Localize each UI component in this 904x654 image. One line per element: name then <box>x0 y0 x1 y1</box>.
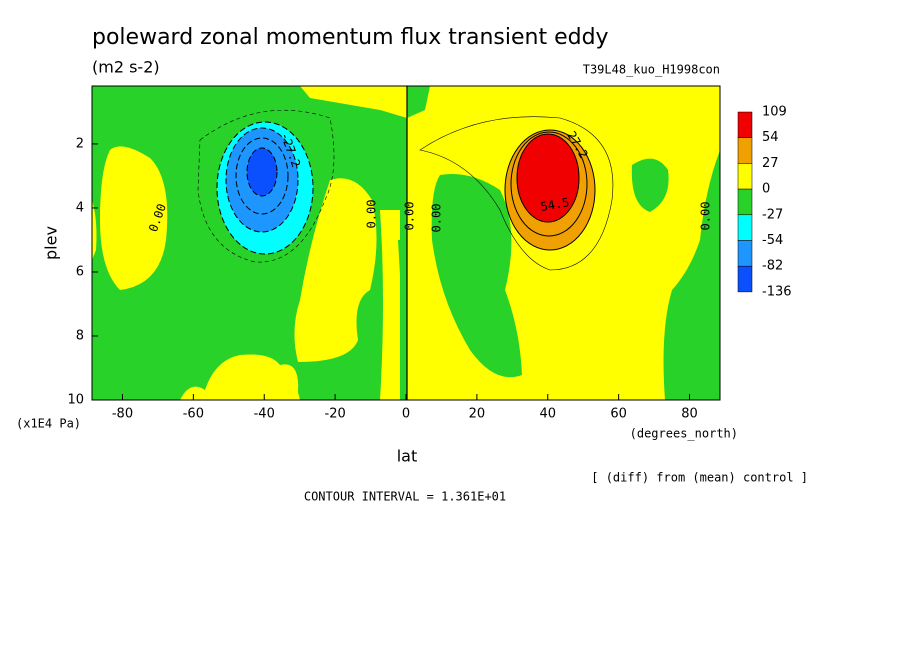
colorbar-label: 54 <box>762 130 779 145</box>
colorbar-box <box>737 188 753 216</box>
y-axis-label: plev <box>42 226 61 260</box>
contour-line <box>510 131 588 237</box>
colorbar-label: 0 <box>762 182 770 197</box>
region <box>407 86 430 118</box>
x-tick-label: -60 <box>183 407 204 422</box>
colorbar-box <box>737 111 753 138</box>
x-tick-label: 0 <box>402 407 410 422</box>
x-tick-label: 20 <box>469 407 486 422</box>
x-tick-label: -80 <box>112 407 133 422</box>
region <box>663 150 720 400</box>
region <box>180 354 300 400</box>
colorbar-label: -27 <box>762 207 783 222</box>
contour-line <box>197 109 335 263</box>
region <box>631 158 669 212</box>
x-unit: (degrees_north) <box>630 427 738 441</box>
contour-line <box>216 121 314 255</box>
region <box>431 174 522 378</box>
contour-line <box>419 116 614 271</box>
y-tick-label: 4 <box>76 200 84 215</box>
y-tick-label: 8 <box>76 328 84 343</box>
colorbar-box <box>737 265 753 293</box>
y-tick-label: 6 <box>76 264 84 279</box>
diff-note: [ (diff) from (mean) control ] <box>591 471 808 485</box>
colorbar-label: -54 <box>762 233 783 248</box>
x-tick-label: 60 <box>610 407 627 422</box>
region <box>517 134 579 222</box>
contour-label: 0.00 <box>365 200 379 229</box>
colorbar-box <box>737 214 753 241</box>
x-axis-label: lat <box>397 447 418 466</box>
colorbar-box <box>737 137 753 164</box>
x-tick-label: -40 <box>254 407 275 422</box>
y-tick-label: 10 <box>67 393 84 408</box>
contour-line <box>246 147 278 197</box>
y-unit: (x1E4 Pa) <box>16 417 81 431</box>
region <box>398 240 407 275</box>
region <box>100 146 168 290</box>
contour-label: 0.00 <box>403 202 417 231</box>
region <box>380 210 400 400</box>
run-label: T39L48_kuo_H1998con <box>583 63 720 77</box>
region <box>300 86 407 118</box>
colorbar-box <box>737 240 753 267</box>
colorbar-box <box>737 163 753 190</box>
colorbar-label: 109 <box>762 105 787 120</box>
region <box>294 178 377 362</box>
contour-line <box>516 133 580 223</box>
colorbar-label: -136 <box>762 284 792 299</box>
contour-interval: CONTOUR INTERVAL = 1.361E+01 <box>304 490 506 504</box>
region <box>247 148 277 196</box>
contour-label: 0.00 <box>430 204 444 233</box>
x-tick-label: 40 <box>539 407 556 422</box>
contour-label: 54.5 <box>539 195 570 214</box>
contour-line <box>225 127 299 233</box>
subtitle: (m2 s-2) <box>92 58 160 77</box>
x-tick-label: -20 <box>325 407 346 422</box>
y-tick-label: 2 <box>76 136 84 151</box>
contour-line <box>504 129 596 251</box>
contour-label: 0.00 <box>699 202 713 231</box>
colorbar-label: 27 <box>762 156 779 171</box>
colorbar-label: -82 <box>762 259 783 274</box>
contour-line <box>235 137 289 215</box>
chart-title: poleward zonal momentum flux transient e… <box>92 25 609 50</box>
region <box>92 200 97 260</box>
x-tick-label: 80 <box>681 407 698 422</box>
